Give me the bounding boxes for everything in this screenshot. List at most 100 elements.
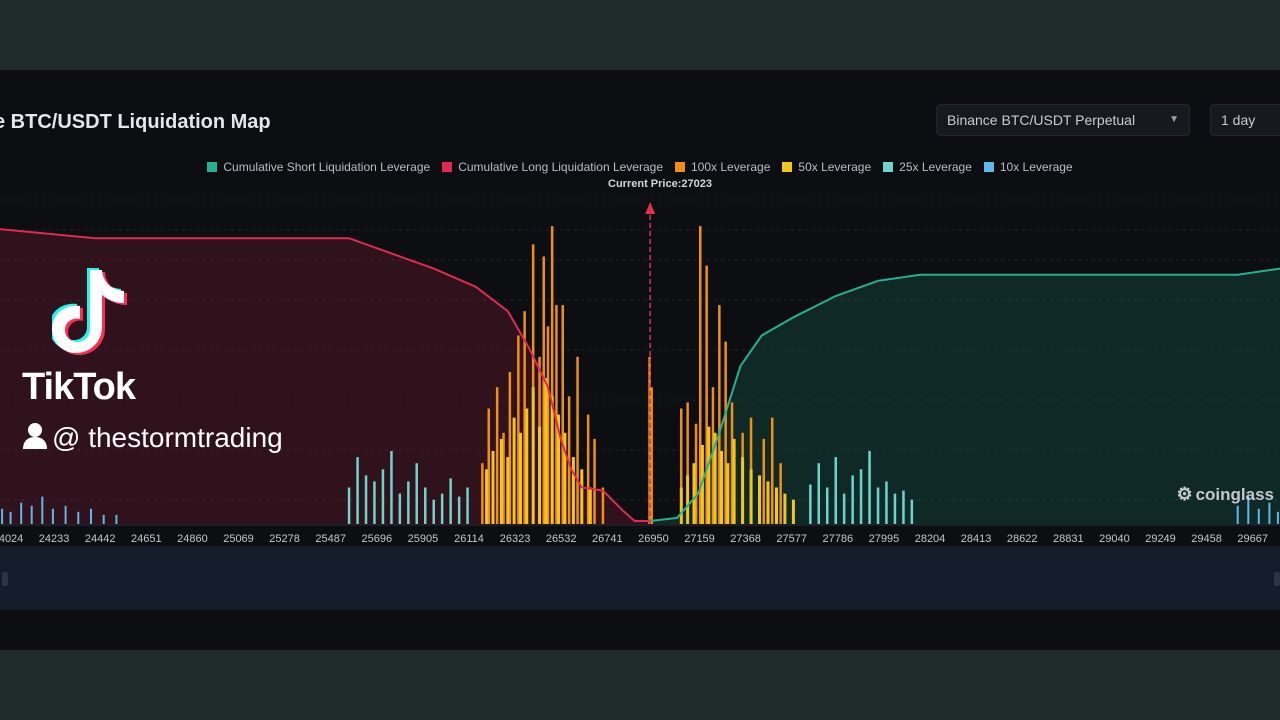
- legend-item-1[interactable]: Cumulative Long Liquidation Leverage: [442, 160, 663, 174]
- lev10-bar: [90, 508, 92, 524]
- tiktok-logo-icon: [52, 268, 127, 355]
- lev100-bar: [561, 305, 564, 524]
- scrollbar-left-handle[interactable]: [2, 572, 8, 586]
- lev50-bar: [741, 457, 745, 524]
- legend-swatch: [207, 162, 218, 172]
- legend-item-5[interactable]: 10x Leverage: [983, 160, 1073, 174]
- lev100-bar: [531, 244, 535, 525]
- lev100-bar: [699, 226, 702, 524]
- x-tick-label: 25069: [223, 533, 254, 545]
- lev100-bar: [508, 372, 512, 524]
- legend-item-0[interactable]: Cumulative Short Liquidation Leverage: [207, 160, 430, 174]
- lev25-bar: [885, 481, 888, 524]
- lev25-bar: [826, 487, 829, 524]
- short-cumulative-line: [650, 267, 1280, 522]
- lev10-bar: [1247, 496, 1250, 524]
- lev10-bar: [1276, 511, 1279, 524]
- tiktok-handle-row: @ thestormtrading: [22, 422, 283, 454]
- short-cumulative-area: [650, 268, 1280, 524]
- lev50-bar: [538, 426, 541, 524]
- x-tick-label: 25905: [408, 533, 439, 545]
- chart-zoom-scrollbar[interactable]: [0, 546, 1280, 610]
- x-tick-label: 25278: [269, 533, 300, 545]
- legend-item-4[interactable]: 25x Leverage: [883, 160, 972, 174]
- x-tick-label: 26950: [638, 533, 669, 545]
- lev50-bar: [499, 438, 503, 524]
- lev100-bar: [771, 417, 774, 524]
- legend-item-2[interactable]: 100x Leverage: [675, 160, 770, 174]
- tiktok-brand-name: TikTok: [22, 366, 136, 408]
- chart-panel: 24024 24233 24442 24651 24860 25069 25278 25487…: [0, 70, 1280, 650]
- lev100-bar: [686, 402, 689, 524]
- lev10-bar: [1236, 505, 1239, 524]
- lev100-bar: [481, 463, 484, 524]
- legend-label: 25x Leverage: [899, 160, 972, 174]
- lev25-bar: [868, 451, 871, 524]
- x-tick-label: 26741: [592, 533, 623, 545]
- lev50-bar: [679, 487, 683, 524]
- long-cumulative-line: [0, 228, 651, 522]
- legend-swatch: [983, 162, 994, 172]
- lev100-bar: [762, 438, 765, 524]
- x-tick-label: 25487: [315, 533, 346, 545]
- x-tick-label: 29040: [1099, 533, 1130, 545]
- lev25-bar: [910, 499, 914, 524]
- lev10-bar: [1, 508, 4, 524]
- lev25-bar: [457, 496, 461, 524]
- lev100-bar: [546, 326, 550, 524]
- lev50-bar: [531, 387, 535, 524]
- x-tick-label: 27995: [869, 533, 900, 545]
- lev50-bar: [766, 481, 770, 524]
- lev10-bar: [1268, 502, 1271, 524]
- leverage-bars: [1, 226, 1279, 525]
- lev10-bar: [64, 505, 67, 524]
- legend-swatch: [883, 162, 894, 172]
- tiktok-handle: @ thestormtrading: [52, 422, 283, 453]
- lev100-bar: [502, 432, 505, 524]
- lev50-bar: [557, 414, 560, 524]
- x-tick-label: 26114: [454, 533, 484, 545]
- lev50-bar: [758, 475, 761, 524]
- cumulative-areas: [0, 229, 1280, 524]
- lev25-bar: [381, 469, 385, 524]
- lev100-bar: [724, 341, 727, 524]
- lev100-bar: [487, 408, 490, 524]
- lev100-bar: [779, 463, 782, 524]
- interval-select[interactable]: 1 day: [1210, 104, 1280, 136]
- legend-item-3[interactable]: 50x Leverage: [782, 160, 871, 174]
- lev10-bar: [41, 496, 44, 524]
- lev100-bar: [517, 335, 520, 524]
- current-price-arrow-icon: [645, 202, 656, 214]
- legend-label: 50x Leverage: [798, 160, 872, 174]
- lev100-bar: [718, 305, 721, 524]
- exchange-select[interactable]: Binance BTC/USDT Perpetual ▼: [936, 104, 1190, 136]
- lev25-bar: [893, 493, 897, 524]
- lev50-bar: [544, 378, 548, 524]
- lev25-bar: [398, 493, 402, 524]
- lev25-bar: [364, 475, 368, 524]
- lev25-bar: [851, 475, 854, 524]
- lev50-bar: [525, 408, 529, 524]
- x-tick-label: 24442: [85, 533, 116, 545]
- lev100-bar: [711, 387, 715, 524]
- user-icon: [23, 423, 47, 449]
- lev100-bar: [555, 305, 558, 524]
- x-tick-label: 28204: [915, 533, 946, 545]
- x-tick-label: 29249: [1145, 533, 1176, 545]
- legend-swatch: [675, 162, 685, 172]
- lev100-bar: [650, 387, 653, 524]
- lev100-bar: [523, 311, 526, 524]
- lev100-bar: [730, 402, 734, 524]
- lev25-bar: [809, 484, 812, 524]
- lev10-bar: [77, 511, 80, 524]
- lev25-bar: [415, 463, 418, 524]
- x-tick-label: 27159: [684, 533, 715, 545]
- lev50-bar: [506, 457, 510, 524]
- x-tick-label: 27786: [823, 533, 854, 545]
- lev50-bar: [713, 432, 717, 524]
- lev50-bar: [749, 469, 753, 524]
- lev25-bar: [449, 478, 452, 524]
- scrollbar-right-handle[interactable]: [1274, 572, 1280, 586]
- lev100-bar: [576, 356, 579, 524]
- x-axis-ticks: 24024 24233 24442 24651 24860 25069 25278 25487…: [0, 524, 1280, 545]
